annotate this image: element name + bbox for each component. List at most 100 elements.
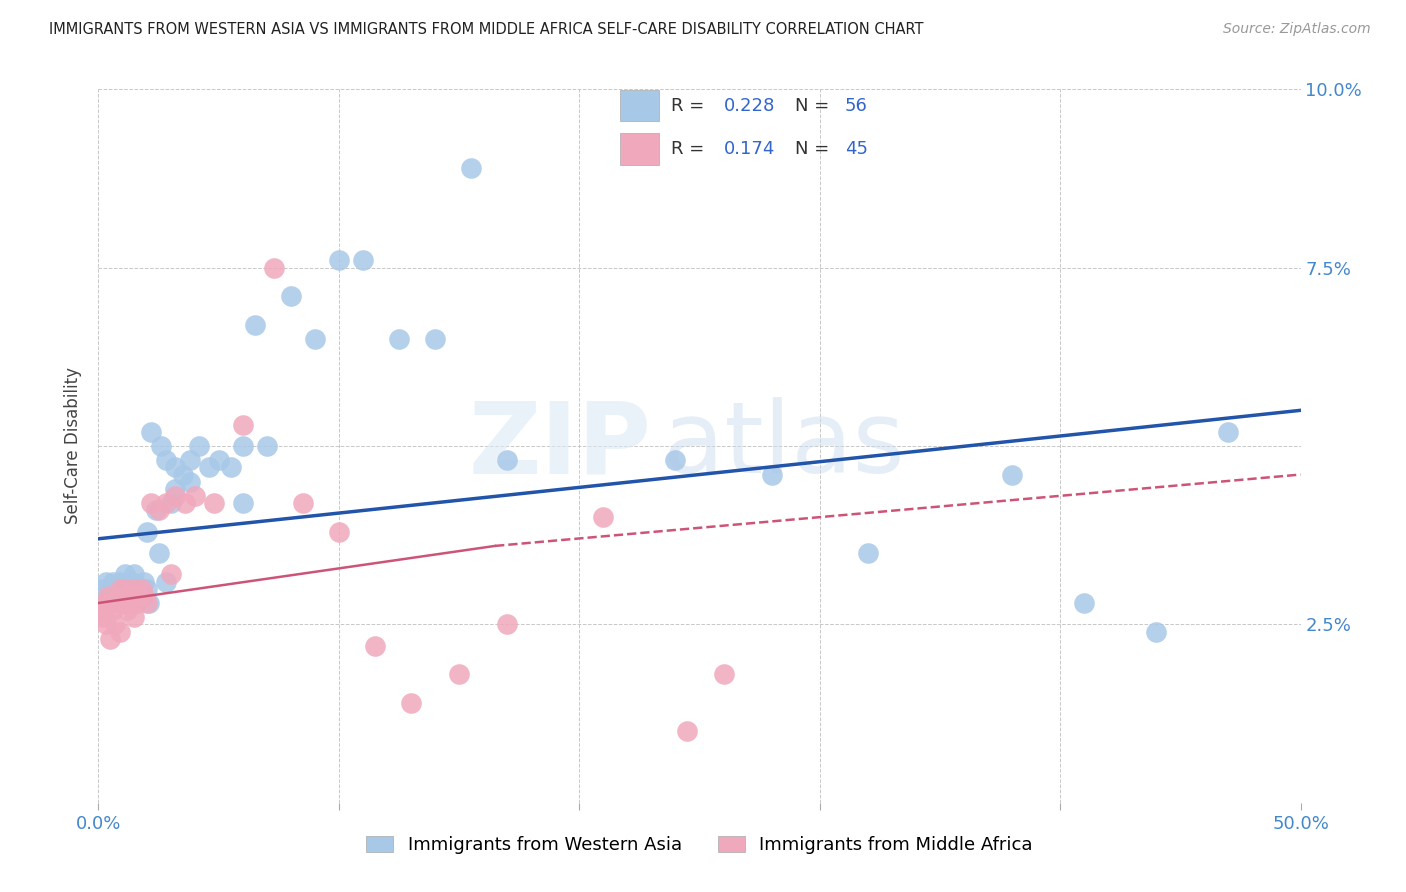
Point [141,496,163,510]
Point [131,582,153,596]
Text: 0.228: 0.228 [724,96,775,114]
Point [118,596,141,610]
Point [111,596,134,610]
Point [155,574,177,589]
Point [131,582,153,596]
Point [104,582,127,596]
Point [155,496,177,510]
Point [132,574,155,589]
Point [423,332,446,346]
Point [496,617,519,632]
Point [304,332,326,346]
Point [208,453,231,467]
Point [121,589,143,603]
Point [125,596,148,610]
Point [97,589,120,603]
Text: atlas: atlas [664,398,905,494]
Point [1144,624,1167,639]
Point [352,253,374,268]
Point [104,617,127,632]
Point [94,574,117,589]
Text: 56: 56 [845,96,868,114]
Point [280,289,302,303]
Point [101,603,124,617]
Point [128,589,150,603]
Point [148,546,170,560]
Point [149,439,172,453]
Point [117,582,139,596]
Point [202,496,225,510]
Point [179,453,201,467]
Point [1218,425,1240,439]
Point [94,596,117,610]
Point [135,596,157,610]
Legend: Immigrants from Western Asia, Immigrants from Middle Africa: Immigrants from Western Asia, Immigrants… [359,829,1040,862]
Point [364,639,387,653]
Point [399,696,422,710]
Point [664,453,686,467]
Text: N =: N = [794,140,835,158]
Point [100,582,122,596]
Point [172,467,194,482]
Point [138,596,160,610]
Point [676,724,699,739]
Point [108,624,131,639]
Point [155,453,177,467]
Point [108,582,131,596]
Text: Source: ZipAtlas.com: Source: ZipAtlas.com [1223,22,1371,37]
Point [90,603,112,617]
Point [761,467,783,482]
Point [132,589,155,603]
Point [1073,596,1095,610]
Point [124,567,146,582]
Point [107,589,129,603]
Point [121,574,143,589]
Point [447,667,470,681]
Point [108,574,131,589]
Point [592,510,614,524]
Point [232,417,254,432]
Point [232,439,254,453]
Text: R =: R = [671,96,710,114]
Point [174,496,197,510]
Point [107,589,129,603]
Point [104,596,127,610]
Point [183,489,205,503]
Point [713,667,735,681]
Point [328,524,350,539]
Point [188,439,211,453]
Y-axis label: Self-Care Disability: Self-Care Disability [65,368,83,524]
Point [165,460,187,475]
Point [91,610,114,624]
Point [124,610,146,624]
Point [114,582,136,596]
Text: IMMIGRANTS FROM WESTERN ASIA VS IMMIGRANTS FROM MIDDLE AFRICA SELF-CARE DISABILI: IMMIGRANTS FROM WESTERN ASIA VS IMMIGRAN… [49,22,924,37]
Point [100,596,122,610]
Point [263,260,285,275]
Point [243,318,266,332]
Point [232,496,254,510]
Point [91,582,114,596]
Point [256,439,278,453]
Point [496,453,519,467]
Point [145,503,167,517]
Point [125,582,148,596]
Point [291,496,314,510]
Point [117,589,139,603]
FancyBboxPatch shape [620,133,659,164]
Point [159,496,181,510]
Point [100,632,122,646]
Point [135,582,157,596]
Point [111,596,134,610]
Text: 45: 45 [845,140,868,158]
Point [124,582,146,596]
Point [97,589,120,603]
Text: N =: N = [794,96,835,114]
Point [856,546,879,560]
Text: 0.174: 0.174 [724,140,775,158]
Point [148,503,170,517]
Point [165,482,187,496]
Point [159,567,181,582]
Point [198,460,221,475]
Point [141,425,163,439]
